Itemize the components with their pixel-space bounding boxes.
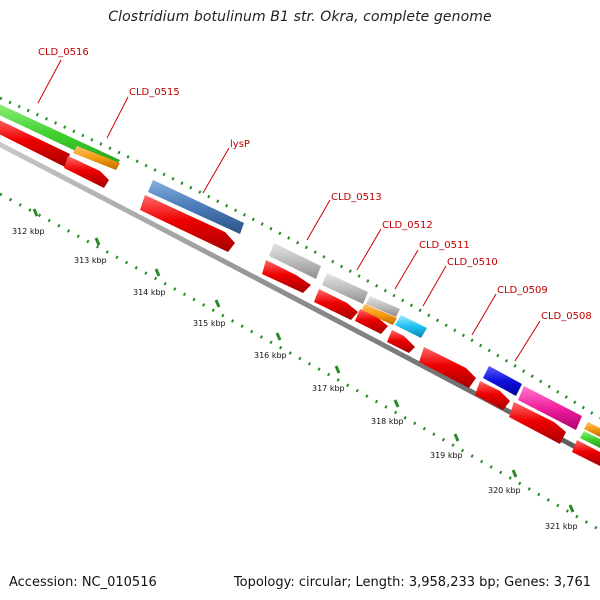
cds-arrow-cld0513[interactable] — [262, 260, 311, 293]
map-title: Clostridium botulinum B1 str. Okra, comp… — [108, 9, 492, 25]
tick-label-315: 315 kbp — [193, 319, 226, 328]
cds-arrow-cld0508[interactable] — [509, 402, 566, 444]
feature-orange-edge[interactable] — [584, 422, 600, 437]
gene-label-cld0515[interactable]: CLD_0515 — [129, 87, 180, 98]
feature-grey-cld0512[interactable] — [322, 273, 368, 304]
feature-green-edge[interactable] — [580, 431, 600, 448]
feature-cyan-cld0510[interactable] — [395, 315, 427, 338]
tick-label-316: 316 kbp — [254, 351, 287, 360]
outer-tick-ring — [0, 96, 600, 420]
gene-label-lysp[interactable]: lysP — [230, 139, 250, 150]
cds-arrow-cld0516[interactable] — [0, 118, 70, 167]
accession-text: Accession: NC_010516 — [9, 575, 157, 590]
inner-tick-ring — [0, 192, 600, 532]
cds-arrow-cld0509b[interactable] — [475, 381, 510, 410]
category-track — [0, 104, 600, 448]
tick-labels: 312 kbp 313 kbp 314 kbp 315 kbp 316 kbp … — [12, 227, 578, 531]
cds-arrow-cld0509a[interactable] — [419, 347, 476, 388]
gene-label-cld0510[interactable]: CLD_0510 — [447, 257, 498, 268]
feature-grey-cld0511[interactable] — [366, 296, 400, 317]
tick-label-320: 320 kbp — [488, 486, 521, 495]
cds-arrow-cld0510[interactable] — [387, 330, 415, 353]
feature-grey-cld0513[interactable] — [269, 243, 321, 279]
cds-arrow-lysp[interactable] — [140, 195, 235, 252]
tick-label-321: 321 kbp — [545, 522, 578, 531]
cds-arrow-cld0511[interactable] — [355, 309, 388, 334]
feature-orange-cld0515[interactable] — [73, 146, 120, 170]
tick-label-318: 318 kbp — [371, 417, 404, 426]
tick-label-313: 313 kbp — [74, 256, 107, 265]
tick-label-314: 314 kbp — [133, 288, 166, 297]
major-tick-marks — [32, 208, 575, 513]
feature-pink-cld0508[interactable] — [518, 386, 582, 430]
gene-label-cld0512[interactable]: CLD_0512 — [382, 220, 433, 231]
cds-track — [0, 118, 600, 466]
feature-blue-cld0509[interactable] — [483, 366, 522, 396]
feature-steel-lysp[interactable] — [148, 180, 244, 234]
tick-label-319: 319 kbp — [430, 451, 463, 460]
genome-summary-text: Topology: circular; Length: 3,958,233 bp… — [233, 575, 591, 590]
gene-labels: CLD_0516 CLD_0515 lysP CLD_0513 CLD_0512… — [38, 47, 592, 322]
gene-label-cld0508[interactable]: CLD_0508 — [541, 311, 592, 322]
feature-orange-cld0511[interactable] — [361, 304, 397, 325]
cds-arrow-cld0515[interactable] — [64, 156, 109, 188]
cds-arrow-edge[interactable] — [572, 440, 600, 466]
cds-arrow-cld0512[interactable] — [314, 289, 358, 320]
tick-label-312: 312 kbp — [12, 227, 45, 236]
gene-label-cld0509[interactable]: CLD_0509 — [497, 285, 548, 296]
gene-label-cld0516[interactable]: CLD_0516 — [38, 47, 89, 58]
gene-label-cld0511[interactable]: CLD_0511 — [419, 240, 470, 251]
genome-backbone — [0, 141, 600, 463]
gene-label-cld0513[interactable]: CLD_0513 — [331, 192, 382, 203]
label-leaders — [37, 59, 541, 362]
tick-label-317: 317 kbp — [312, 384, 345, 393]
